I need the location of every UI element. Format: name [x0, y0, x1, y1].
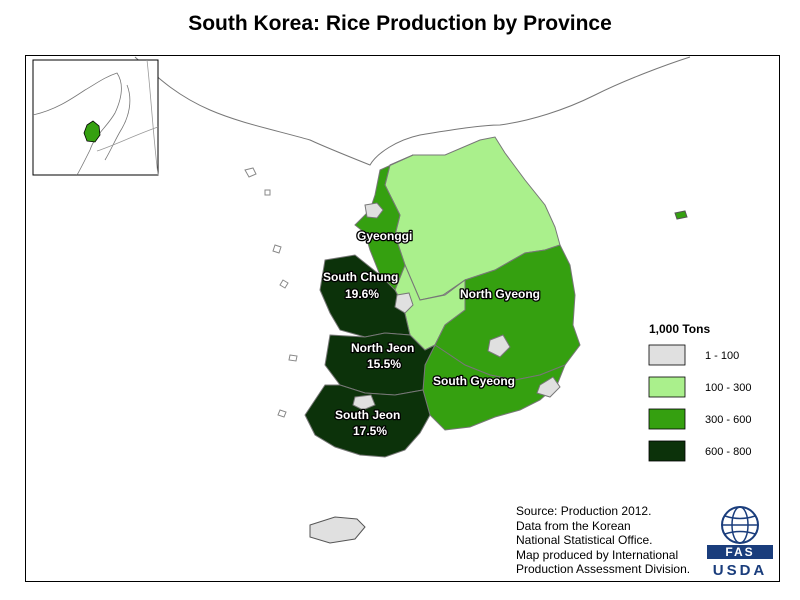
source-note: Source: Production 2012. Data from the K…	[514, 503, 693, 578]
map-canvas: Gyeonggi South Chung 19.6% North Jeon 15…	[32, 56, 751, 544]
source-line: Data from the Korean	[516, 518, 631, 533]
west-coast-islands	[272, 244, 298, 418]
legend-label-4: 600 - 800	[705, 446, 751, 458]
label-north-jeon-share: 15.5%	[367, 357, 401, 371]
map-frame	[25, 55, 780, 582]
neighbor-coastline	[134, 56, 691, 166]
label-gyeonggi: Gyeonggi	[357, 229, 412, 243]
legend-swatch-2	[648, 376, 686, 398]
legend-label-2: 100 - 300	[705, 382, 751, 394]
city-daegu	[487, 334, 511, 358]
legend-title: 1,000 Tons	[649, 322, 710, 336]
region-south-jeon	[304, 384, 431, 458]
legend-swatch-4	[648, 440, 686, 462]
island-jeju	[309, 516, 366, 544]
label-south-chung-share: 19.6%	[345, 287, 379, 301]
island-ulleung	[674, 210, 688, 220]
label-south-chung: South Chung	[323, 270, 398, 284]
logo-fas-text: FAS	[707, 545, 773, 559]
label-south-gyeong: South Gyeong	[433, 374, 515, 388]
logo-usda-text: USDA	[712, 562, 768, 579]
inset-korea-highlight	[83, 120, 101, 143]
city-daejeon	[394, 292, 414, 314]
legend-swatch-3	[648, 408, 686, 430]
source-line: Production Assessment Division.	[516, 562, 691, 576]
locator-inset	[32, 59, 159, 176]
label-north-gyeong: North Gyeong	[460, 287, 540, 301]
city-seoul	[364, 202, 384, 219]
source-line: Source: Production 2012.	[516, 504, 652, 518]
source-line: Map produced by International	[516, 547, 679, 562]
usda-fas-logo	[721, 506, 759, 544]
label-south-jeon-share: 17.5%	[353, 424, 387, 438]
city-gwangju	[352, 394, 376, 411]
label-south-jeon: South Jeon	[335, 408, 400, 422]
legend-label-1: 1 - 100	[705, 350, 739, 362]
map-title: South Korea: Rice Production by Province	[188, 12, 612, 35]
legend-swatch-1	[648, 344, 686, 366]
legend-label-3: 300 - 600	[705, 414, 751, 426]
city-busan	[536, 376, 561, 398]
legend: 1,000 Tons 1 - 100 100 - 300 300 - 600 6…	[648, 322, 751, 462]
label-north-jeon: North Jeon	[351, 341, 414, 355]
source-line: National Statistical Office.	[516, 533, 653, 547]
